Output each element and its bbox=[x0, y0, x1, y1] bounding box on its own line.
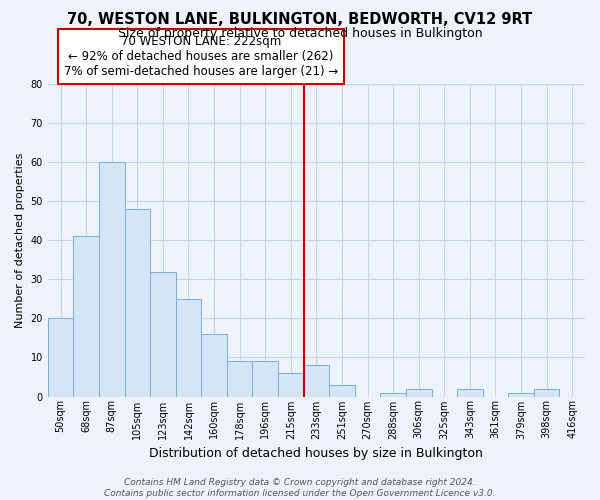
Bar bbox=[457, 388, 482, 396]
Text: Contains HM Land Registry data © Crown copyright and database right 2024.
Contai: Contains HM Land Registry data © Crown c… bbox=[104, 478, 496, 498]
Text: Size of property relative to detached houses in Bulkington: Size of property relative to detached ho… bbox=[118, 28, 482, 40]
X-axis label: Distribution of detached houses by size in Bulkington: Distribution of detached houses by size … bbox=[149, 447, 484, 460]
Bar bbox=[304, 366, 329, 396]
Bar bbox=[406, 388, 431, 396]
Bar bbox=[176, 299, 201, 396]
Bar bbox=[534, 388, 559, 396]
Bar bbox=[380, 392, 406, 396]
Bar bbox=[73, 236, 99, 396]
Bar bbox=[201, 334, 227, 396]
Bar bbox=[48, 318, 73, 396]
Bar bbox=[508, 392, 534, 396]
Bar bbox=[253, 362, 278, 396]
Text: 70 WESTON LANE: 222sqm
← 92% of detached houses are smaller (262)
7% of semi-det: 70 WESTON LANE: 222sqm ← 92% of detached… bbox=[64, 34, 338, 78]
Bar bbox=[329, 385, 355, 396]
Bar bbox=[150, 272, 176, 396]
Bar bbox=[278, 373, 304, 396]
Bar bbox=[99, 162, 125, 396]
Y-axis label: Number of detached properties: Number of detached properties bbox=[15, 152, 25, 328]
Text: 70, WESTON LANE, BULKINGTON, BEDWORTH, CV12 9RT: 70, WESTON LANE, BULKINGTON, BEDWORTH, C… bbox=[67, 12, 533, 28]
Bar bbox=[125, 209, 150, 396]
Bar bbox=[227, 362, 253, 396]
